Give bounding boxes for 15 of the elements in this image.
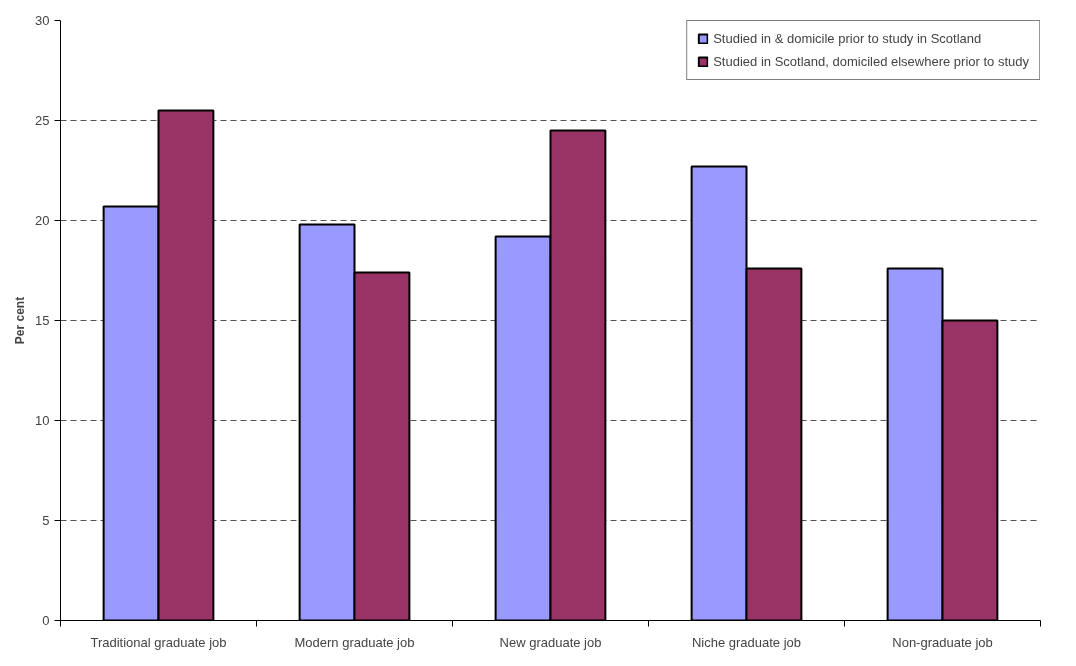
y-tick-label: 30 [35,13,50,28]
y-tick-label: 0 [42,613,50,628]
x-tick-label: Niche graduate job [691,634,802,650]
y-axis-title: Per cent [13,296,28,345]
y-tick-label: 20 [35,213,50,228]
x-tick-label: Modern graduate job [294,634,415,650]
x-tick-label: New graduate job [499,634,602,650]
y-tick-label: 25 [35,113,50,128]
y-tick-label: 5 [42,513,50,528]
legend-label: Studied in Scotland, domiciled elsewhere prior to study [713,54,1029,69]
y-tick-label: 10 [35,413,50,428]
x-tick-label: Traditional graduate job [90,634,227,650]
y-tick-label: 15 [35,313,50,328]
x-tick-label: Non-graduate job [892,634,993,650]
legend-label: Studied in & domicile prior to study in Scotland [713,31,982,46]
